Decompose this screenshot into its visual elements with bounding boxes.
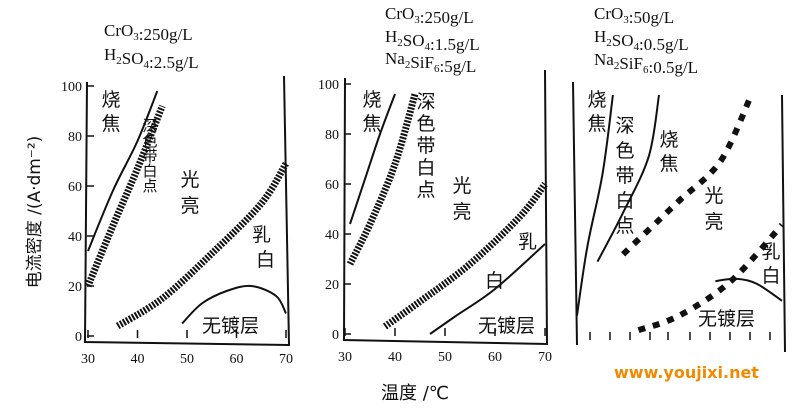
condition-line: H2SO4:2.5g/L	[104, 45, 199, 72]
condition-line: Na2SiF6:0.5g/L	[594, 50, 698, 77]
panel-3-frame	[572, 81, 786, 353]
y-tick-label: 0	[75, 330, 82, 345]
x-tick-label: 70	[279, 352, 293, 367]
region-label-milky-white: 乳白	[761, 241, 780, 287]
panel-1-frame	[83, 75, 291, 347]
panel-3-boundary-3	[621, 93, 755, 257]
y-tick-label: 100	[318, 78, 339, 93]
panel-2-boundary-2	[346, 93, 419, 266]
x-tick-label: 50	[438, 350, 452, 365]
region-label-dark-white-spots: 深色带白点	[416, 91, 435, 201]
region-label-no-plating: 无镀层	[202, 315, 259, 337]
x-tick-label: 70	[538, 350, 552, 365]
condition-line: H2SO4:0.5g/L	[594, 27, 689, 54]
panel-3-boundary-5	[715, 277, 783, 302]
y-tick-label: 20	[68, 280, 82, 295]
x-tick-label: 40	[131, 352, 145, 367]
x-tick-label: 60	[488, 350, 502, 365]
condition-line: Na2SiF6:5g/L	[385, 49, 476, 76]
region-label-bright: 光亮	[180, 169, 199, 217]
y-tick-label: 0	[332, 328, 339, 343]
region-label-milky-2: 白	[256, 249, 275, 271]
region-label-white: 白	[485, 270, 504, 292]
region-label-no-plating: 无镀层	[698, 308, 755, 330]
condition-line: CrO3:50g/L	[594, 4, 674, 27]
y-tick-label: 80	[68, 130, 82, 145]
region-label-milky-1: 乳	[252, 224, 271, 246]
region-label-dark-white-spots: 深色带白点	[615, 115, 634, 237]
panel-3-boundary-1	[576, 94, 614, 316]
panel-2-boundary-3	[382, 181, 548, 330]
y-axis-label: 电流密度 /(A·dm⁻²)	[25, 136, 45, 289]
watermark-text: www.youjixi.net	[614, 363, 759, 382]
region-label-burn: 烧焦	[587, 89, 606, 135]
x-axis-label: 温度 /℃	[381, 383, 449, 404]
region-label-dark-white-spots: 深色带白点	[142, 117, 157, 195]
region-label-burn-2: 烧焦	[659, 129, 678, 175]
region-label-milky: 乳	[518, 231, 537, 253]
y-tick-label: 80	[325, 128, 339, 143]
panel-3-boundary-2	[596, 94, 660, 263]
condition-line: H2SO4:1.5g/L	[385, 27, 480, 54]
x-tick-label: 60	[230, 352, 244, 367]
panel-2-frame	[342, 69, 549, 346]
x-tick-label: 30	[338, 350, 352, 365]
x-tick-label: 40	[388, 350, 402, 365]
panel-3-boundary-4	[637, 222, 785, 334]
region-label-bright: 光亮	[704, 185, 723, 233]
panel-1-boundary-1	[87, 90, 159, 252]
region-label-burn: 烧焦	[101, 89, 120, 135]
condition-line: CrO3:250g/L	[385, 4, 474, 27]
y-tick-label: 100	[61, 80, 82, 95]
panel-1-boundary-2	[84, 104, 166, 288]
panel-2-boundary-4	[429, 243, 546, 335]
region-label-bright: 光亮	[452, 175, 471, 223]
region-label-burn: 烧焦	[362, 89, 381, 135]
y-tick-label: 40	[68, 230, 82, 245]
condition-line: CrO3:250g/L	[104, 21, 193, 44]
y-tick-label: 20	[325, 278, 339, 293]
panel-1-boundary-4	[181, 284, 287, 325]
x-tick-label: 30	[81, 352, 95, 367]
panel-1-boundary-3	[115, 161, 290, 330]
panel-2-boundary-1	[349, 93, 396, 225]
y-tick-label: 60	[325, 178, 339, 193]
y-tick-label: 40	[325, 228, 339, 243]
x-tick-label: 50	[180, 352, 194, 367]
y-tick-label: 60	[68, 180, 82, 195]
region-label-no-plating: 无镀层	[478, 315, 535, 337]
